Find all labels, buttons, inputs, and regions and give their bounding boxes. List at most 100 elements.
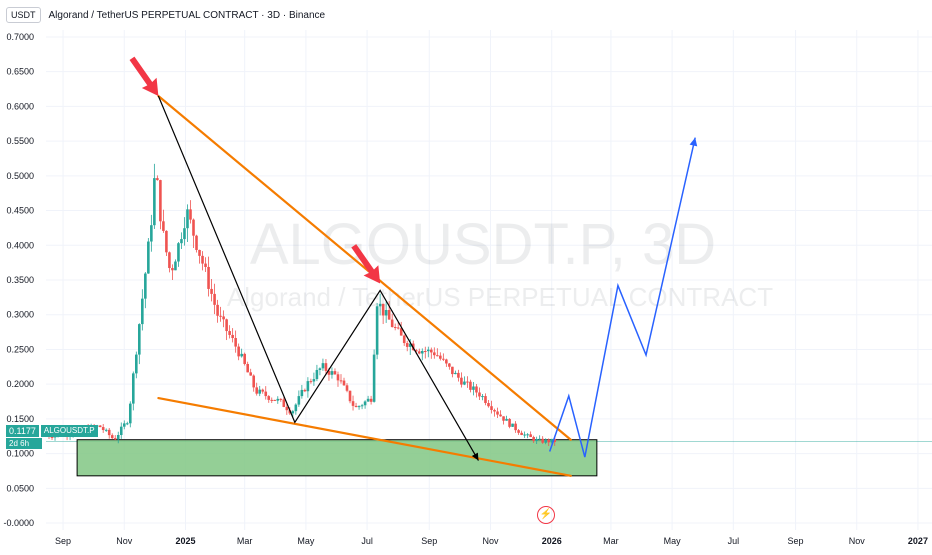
candle-body xyxy=(98,425,102,428)
candle-body xyxy=(309,381,313,383)
candle-body xyxy=(372,354,376,402)
y-tick-label: 0.1000 xyxy=(6,449,34,459)
candle-body xyxy=(210,288,213,294)
candle-body xyxy=(336,374,340,381)
candle-body xyxy=(351,401,355,406)
candle-body xyxy=(237,346,240,357)
candle-body xyxy=(457,372,460,378)
x-tick-label: May xyxy=(664,536,682,546)
candle-body xyxy=(207,266,210,289)
candle-body xyxy=(466,381,469,383)
candle-body xyxy=(405,343,409,347)
x-tick-label: 2025 xyxy=(175,536,195,546)
candle-body xyxy=(484,396,487,404)
y-tick-label: 0.4500 xyxy=(6,206,34,216)
candle-body xyxy=(414,350,418,352)
candle-body xyxy=(532,437,535,441)
candle-body xyxy=(387,310,391,320)
candle-body xyxy=(113,438,117,440)
candle-body xyxy=(493,409,496,412)
y-tick-label: 0.3500 xyxy=(6,275,34,285)
x-tick-label: Nov xyxy=(116,536,133,546)
y-tick-label: -0.0000 xyxy=(3,518,34,528)
candle-body xyxy=(246,363,249,373)
last-price-value: 0.1177 xyxy=(6,425,39,437)
candle-body xyxy=(195,235,198,250)
chart-title: Algorand / TetherUS PERPETUAL CONTRACT ·… xyxy=(48,9,326,21)
candle-body xyxy=(192,219,195,236)
candle-body xyxy=(291,411,295,414)
y-tick-label: 0.2000 xyxy=(6,379,34,389)
candle-body xyxy=(381,303,385,316)
candle-body xyxy=(505,418,508,421)
candle-body xyxy=(529,434,532,438)
candle-body xyxy=(535,439,538,441)
candle-body xyxy=(448,363,451,367)
candle-body xyxy=(463,381,466,385)
candle-body xyxy=(282,399,286,407)
candle-body xyxy=(219,315,222,317)
watermark-symbol: ALGOUSDT.P, 3D xyxy=(250,212,716,277)
candle-body xyxy=(144,273,147,299)
candle-body xyxy=(258,389,262,394)
candle-body xyxy=(399,328,403,336)
candle-body xyxy=(508,418,511,427)
lower-trendline xyxy=(157,396,572,477)
candle-body xyxy=(225,319,228,332)
candle-body xyxy=(475,386,478,393)
candle-body xyxy=(249,372,252,376)
y-tick-label: 0.6000 xyxy=(6,101,34,111)
candle-body xyxy=(339,380,343,382)
candle-body xyxy=(119,426,123,436)
currency-button[interactable]: USDT xyxy=(6,7,41,23)
candle-body xyxy=(141,298,144,325)
candle-body xyxy=(267,396,271,400)
y-tick-label: 0.1500 xyxy=(6,414,34,424)
candle-body xyxy=(538,438,541,440)
y-tick-label: 0.7000 xyxy=(6,32,34,42)
y-tick-label: 0.3000 xyxy=(6,310,34,320)
candle-body xyxy=(396,327,400,329)
candle-body xyxy=(300,389,304,397)
zigzag-pattern xyxy=(157,95,479,461)
candle-body xyxy=(171,268,174,271)
candle-body xyxy=(460,377,463,385)
candle-body xyxy=(159,180,162,222)
candle-body xyxy=(526,434,529,436)
candle-body xyxy=(270,399,274,401)
candle-body xyxy=(363,401,367,406)
candle-body xyxy=(423,351,427,353)
projection-arrowhead xyxy=(689,137,698,147)
x-tick-label: Sep xyxy=(421,536,437,546)
candle-body xyxy=(312,379,316,382)
candle-body xyxy=(360,405,364,407)
pointer-arrow xyxy=(351,244,381,284)
x-tick-label: Sep xyxy=(55,536,71,546)
candle-body xyxy=(393,326,397,328)
candle-body xyxy=(285,406,289,411)
last-price-symbol: ALGOUSDT.P xyxy=(40,425,98,437)
candle-body xyxy=(231,334,234,339)
candle-body xyxy=(189,209,192,220)
candle-body xyxy=(101,427,105,431)
candle-body xyxy=(514,423,517,431)
candle-body xyxy=(204,263,207,267)
candle-body xyxy=(131,373,135,404)
candle-body xyxy=(390,319,394,327)
candle-body xyxy=(294,404,298,412)
candle-body xyxy=(177,243,180,262)
projection-path xyxy=(548,137,696,458)
last-price-tag: 0.1177 ALGOUSDT.P 2d 6h xyxy=(6,425,98,451)
y-tick-label: 0.0500 xyxy=(6,483,34,493)
flash-icon[interactable]: ⚡ xyxy=(537,506,555,524)
x-tick-label: Jul xyxy=(361,536,373,546)
candle-body xyxy=(544,439,547,443)
candle-body xyxy=(107,429,111,436)
candle-body xyxy=(420,351,424,354)
candle-body xyxy=(511,423,514,427)
candle-body xyxy=(375,306,379,355)
candle-body xyxy=(541,438,544,443)
candle-body xyxy=(228,331,231,335)
